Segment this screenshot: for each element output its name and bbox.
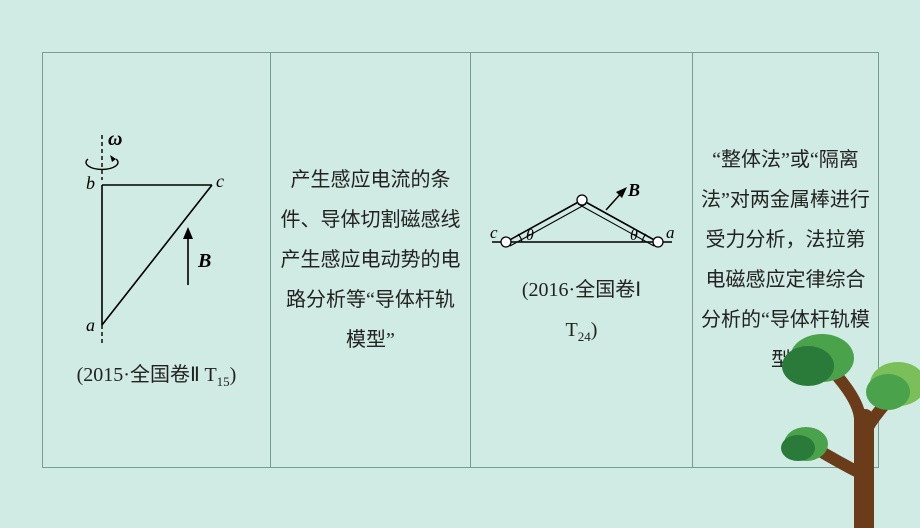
svg-text:a: a (666, 223, 675, 242)
svg-text:θ: θ (630, 227, 638, 244)
rotating-triangle-diagram: ω b c a B (72, 125, 242, 345)
caption-sub: 24 (578, 329, 591, 344)
content-table: ω b c a B (2015·全国卷Ⅱ T15) 产生感应电流的条件、导体切割… (42, 52, 879, 468)
caption-2015: (2015·全国卷Ⅱ T15) (49, 355, 264, 395)
cell-text-4: “整体法”或“隔离法”对两金属棒进行受力分析，法拉第电磁感应定律综合分析的“导体… (693, 53, 879, 468)
caption-suffix: ) (230, 364, 237, 386)
caption-cn: 全国卷 (575, 279, 635, 301)
caption-suffix: ) (591, 319, 598, 341)
caption-sub: 15 (217, 374, 230, 389)
svg-text:B: B (197, 250, 211, 272)
svg-text:ω: ω (108, 128, 122, 150)
cell-text: 产生感应电流的条件、导体切割磁感线产生感应电动势的电路分析等“导体杆轨模型” (277, 160, 464, 360)
table-row: ω b c a B (2015·全国卷Ⅱ T15) 产生感应电流的条件、导体切割… (43, 53, 879, 468)
cell-text-2: 产生感应电流的条件、导体切割磁感线产生感应电动势的电路分析等“导体杆轨模型” (271, 53, 471, 468)
caption-prefix: (2015· (77, 364, 130, 386)
caption-roman: Ⅱ (190, 364, 200, 386)
caption-roman: Ⅰ (635, 279, 641, 301)
caption-prefix: (2016· (522, 279, 575, 301)
svg-text:B: B (627, 180, 640, 200)
caption-cn: 全国卷 (130, 364, 190, 386)
svg-text:c: c (216, 171, 224, 191)
cell-diagram-2016: θ θ c a B (2016·全国卷Ⅰ T24) (471, 53, 693, 468)
svg-text:c: c (490, 223, 498, 242)
svg-text:a: a (86, 315, 95, 335)
cell-text: “整体法”或“隔离法”对两金属棒进行受力分析，法拉第电磁感应定律综合分析的“导体… (699, 140, 872, 380)
svg-text:b: b (86, 173, 95, 193)
caption-2016: (2016·全国卷Ⅰ T24) (477, 270, 686, 350)
roof-rods-diagram: θ θ c a B (482, 170, 682, 260)
svg-text:θ: θ (526, 227, 534, 244)
caption-t: T (566, 319, 578, 341)
caption-t: T (200, 364, 217, 386)
cell-diagram-2015: ω b c a B (2015·全国卷Ⅱ T15) (43, 53, 271, 468)
